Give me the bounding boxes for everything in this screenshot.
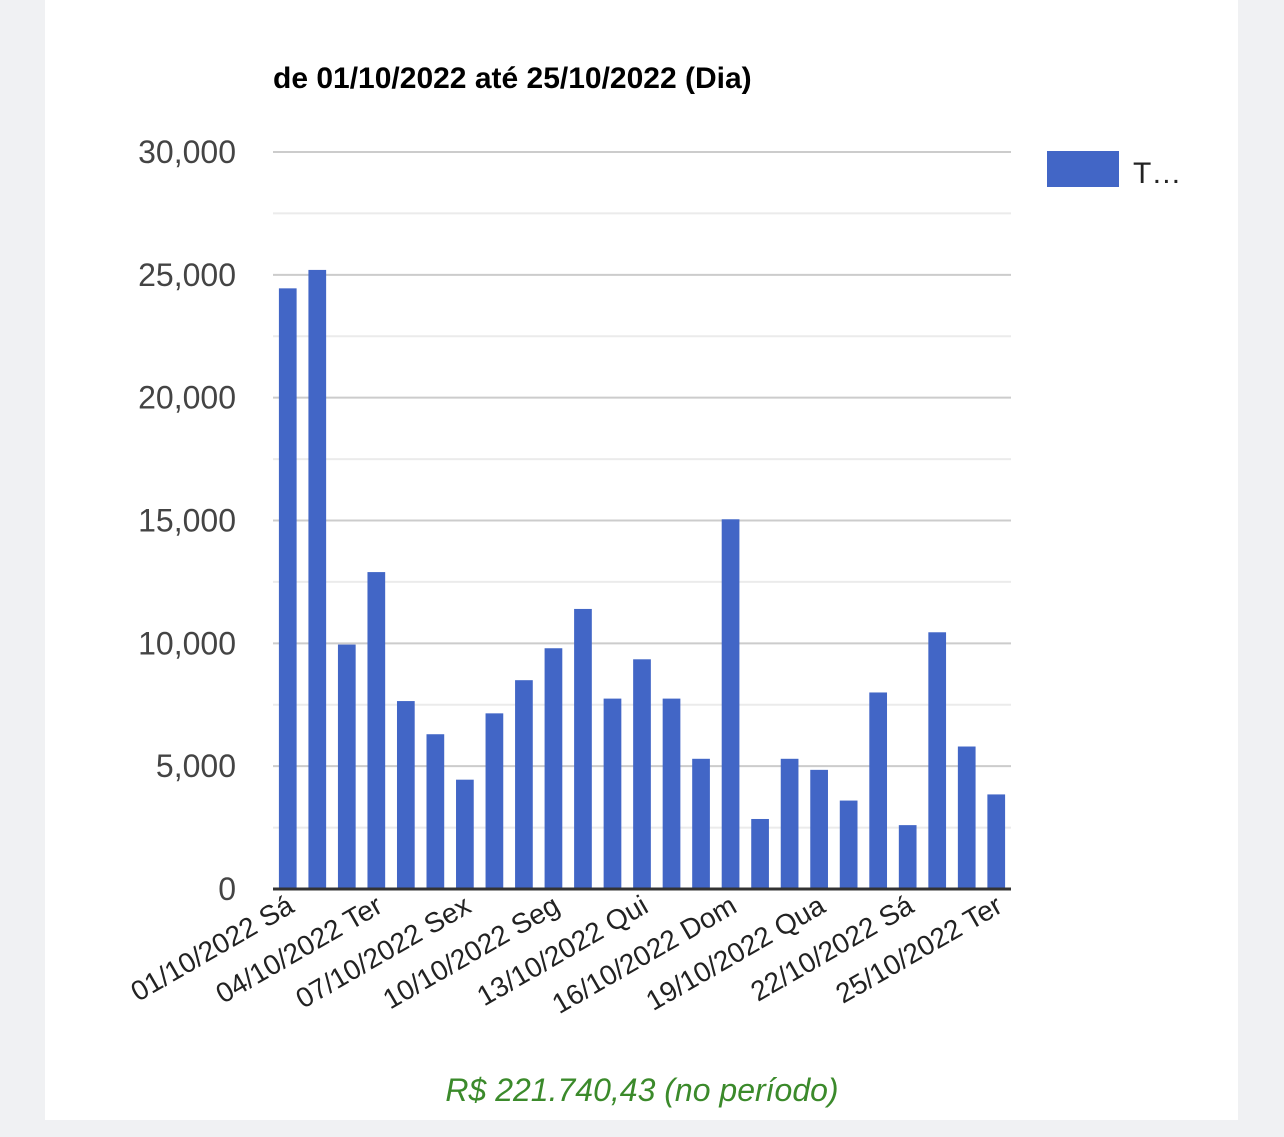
bar[interactable] [987,794,1006,889]
bar[interactable] [485,713,504,889]
bar[interactable] [396,701,415,889]
bar[interactable] [869,692,888,889]
bars [278,269,1006,890]
bar[interactable] [898,825,917,889]
y-tick-label: 0 [218,871,236,907]
y-tick-label: 15,000 [138,503,236,539]
bar[interactable] [337,644,356,889]
y-tick-label: 20,000 [138,380,236,416]
period-total: R$ 221.740,43 (no período) [445,1072,839,1108]
y-tick-label: 30,000 [138,134,236,170]
bar[interactable] [928,632,947,889]
bar[interactable] [721,519,740,889]
legend-label: T… [1133,157,1181,190]
bar[interactable] [839,800,858,889]
y-tick-label: 5,000 [156,748,236,784]
y-tick-label: 25,000 [138,257,236,293]
chart-title: de 01/10/2022 até 25/10/2022 (Dia) [273,62,752,95]
bar[interactable] [692,758,710,889]
y-axis-ticks: 0 5,000 10,000 15,000 20,000 25,000 30,000 [138,134,236,907]
bar[interactable] [603,698,622,889]
y-tick-label: 10,000 [138,625,236,661]
bar[interactable] [515,680,533,889]
chart-card [45,0,1238,1120]
bar[interactable] [574,608,592,889]
bar[interactable] [544,648,563,889]
bar[interactable] [780,758,799,889]
bar[interactable] [308,269,327,889]
legend-swatch [1047,151,1119,187]
legend[interactable]: T… [1047,151,1181,190]
bar[interactable] [456,779,474,889]
bar[interactable] [810,769,828,889]
bar[interactable] [633,659,651,889]
bar[interactable] [278,288,297,890]
bar[interactable] [751,818,769,889]
bar[interactable] [426,734,445,889]
bar[interactable] [367,572,386,889]
bar[interactable] [662,698,681,889]
bar[interactable] [957,746,976,889]
